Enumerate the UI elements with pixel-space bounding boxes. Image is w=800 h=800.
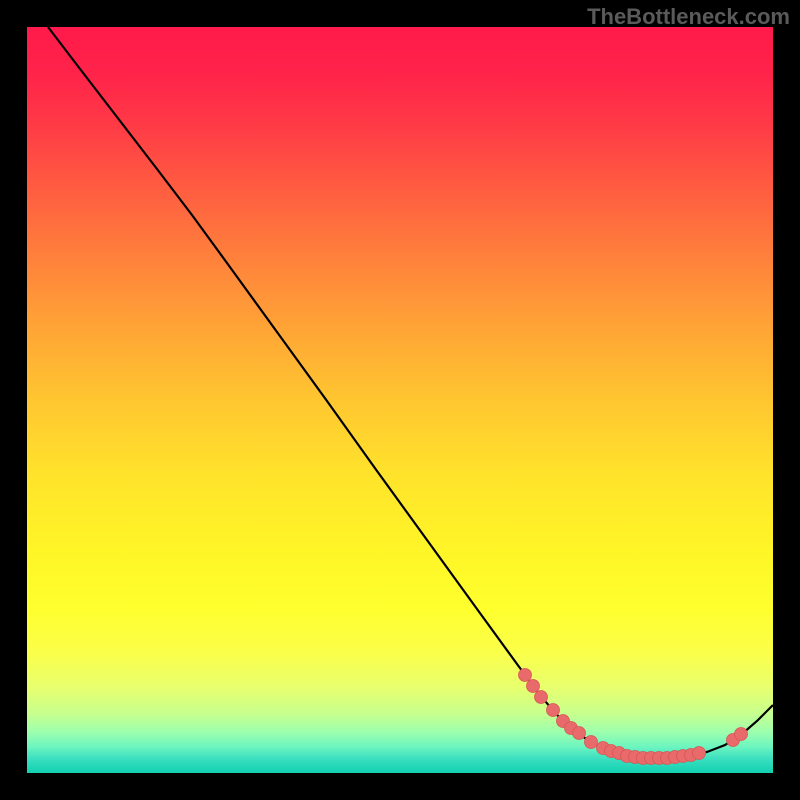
plot-area — [27, 27, 773, 773]
marker-dot — [735, 728, 748, 741]
marker-dot — [527, 680, 540, 693]
marker-dot — [693, 747, 706, 760]
bottleneck-curve — [48, 27, 773, 758]
marker-dot — [573, 727, 586, 740]
marker-dot — [535, 691, 548, 704]
chart-curve-layer — [27, 27, 773, 773]
marker-dot — [585, 736, 598, 749]
watermark-text: TheBottleneck.com — [587, 4, 790, 30]
marker-dot — [547, 704, 560, 717]
marker-dot — [519, 669, 532, 682]
